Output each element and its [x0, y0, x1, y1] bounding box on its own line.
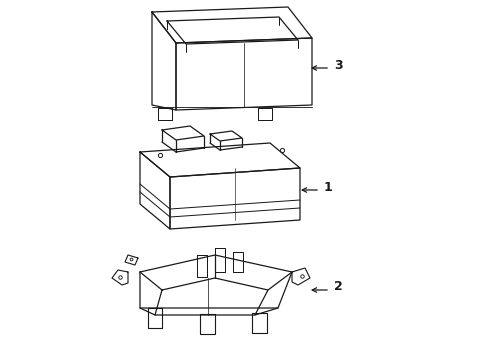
Text: 2: 2	[334, 280, 343, 293]
Text: 3: 3	[334, 59, 343, 72]
Text: 1: 1	[324, 180, 333, 194]
